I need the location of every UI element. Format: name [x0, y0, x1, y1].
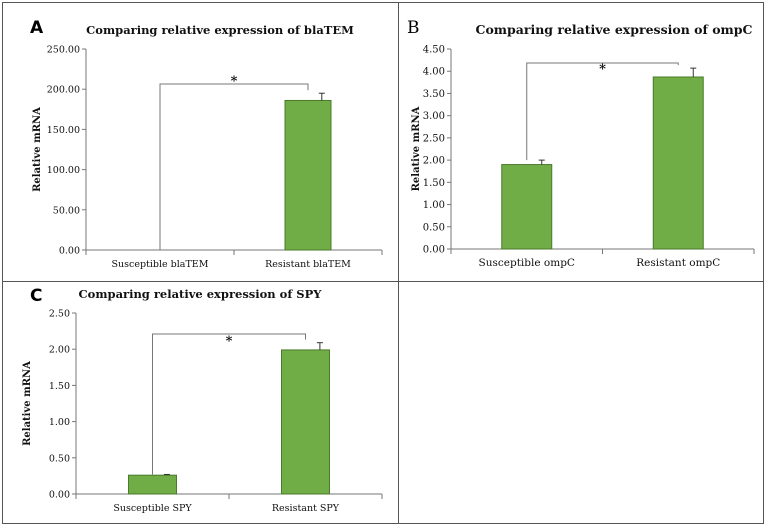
significance-bracket: [152, 333, 306, 475]
panel-letter: B: [407, 18, 420, 38]
y-axis-label: Relative mRNA: [22, 361, 33, 446]
x-tick-label: Resistant blaTEM: [265, 259, 351, 270]
y-tick-label: 1.50: [49, 381, 70, 392]
bar: [128, 474, 177, 495]
chart-title: Comparing relative expression of blaTEM: [86, 23, 354, 37]
y-tick-label: 4.00: [423, 67, 445, 78]
x-tick-label: Susceptible ompC: [479, 257, 575, 269]
y-tick-label: 0.50: [423, 222, 445, 233]
y-tick-label: 1.50: [423, 178, 445, 189]
panel-letter: C: [30, 286, 43, 306]
chart-title: Comparing relative expression of ompC: [476, 22, 753, 37]
y-tick-label: 0.50: [49, 453, 70, 464]
bar: [652, 76, 704, 250]
bar: [281, 349, 330, 495]
chart-c: Comparing relative expression of SPY Rela…: [22, 287, 383, 514]
y-tick-label: 0.00: [423, 245, 445, 256]
x-tick-label: Susceptible SPY: [113, 503, 192, 514]
y-tick-label: 2.00: [49, 345, 70, 356]
y-axis-label: Relative mRNA: [32, 107, 43, 192]
significance-marker: *: [599, 62, 606, 77]
significance-marker: *: [226, 334, 233, 349]
chart-title: Comparing relative expression of SPY: [79, 287, 323, 301]
panel-b: B Comparing relative expression of ompC R…: [399, 0, 765, 281]
y-axis-label: Relative mRNA: [411, 106, 422, 191]
y-tick-label: 2.50: [49, 309, 70, 320]
y-tick-label: 50.00: [53, 205, 80, 216]
x-tick-label: Resistant ompC: [636, 257, 720, 269]
chart-b: Comparing relative expression of ompC Rel…: [411, 22, 755, 269]
x-tick-label: Resistant SPY: [272, 503, 340, 514]
y-tick-label: 0.00: [59, 246, 80, 257]
y-tick-label: 3.50: [423, 89, 445, 100]
bar: [501, 164, 553, 250]
y-tick-label: 1.00: [423, 200, 445, 211]
y-tick-label: 250.00: [47, 45, 80, 56]
panel-c: C Comparing relative expression of SPY Re…: [0, 282, 398, 525]
y-tick-label: 3.00: [423, 111, 445, 122]
significance-bracket: [159, 83, 309, 250]
y-tick-label: 2.50: [423, 133, 445, 144]
bar: [284, 99, 332, 251]
panel-divider-vertical: [398, 2, 399, 524]
y-tick-label: 200.00: [47, 85, 80, 96]
significance-marker: *: [231, 74, 238, 89]
y-tick-label: 150.00: [47, 125, 80, 136]
y-tick-label: 100.00: [47, 165, 80, 176]
panel-divider-horizontal: [2, 281, 764, 282]
significance-bracket: [526, 62, 679, 161]
y-tick-label: 1.00: [49, 417, 70, 428]
panel-a: A Comparing relative expression of blaTE…: [0, 0, 398, 281]
chart-a: Comparing relative expression of blaTEM R…: [32, 23, 383, 270]
panel-letter: A: [30, 18, 44, 38]
y-tick-label: 0.00: [49, 490, 70, 501]
x-tick-label: Susceptible blaTEM: [112, 259, 209, 270]
y-tick-label: 2.00: [423, 156, 445, 167]
y-tick-label: 4.50: [423, 45, 445, 56]
